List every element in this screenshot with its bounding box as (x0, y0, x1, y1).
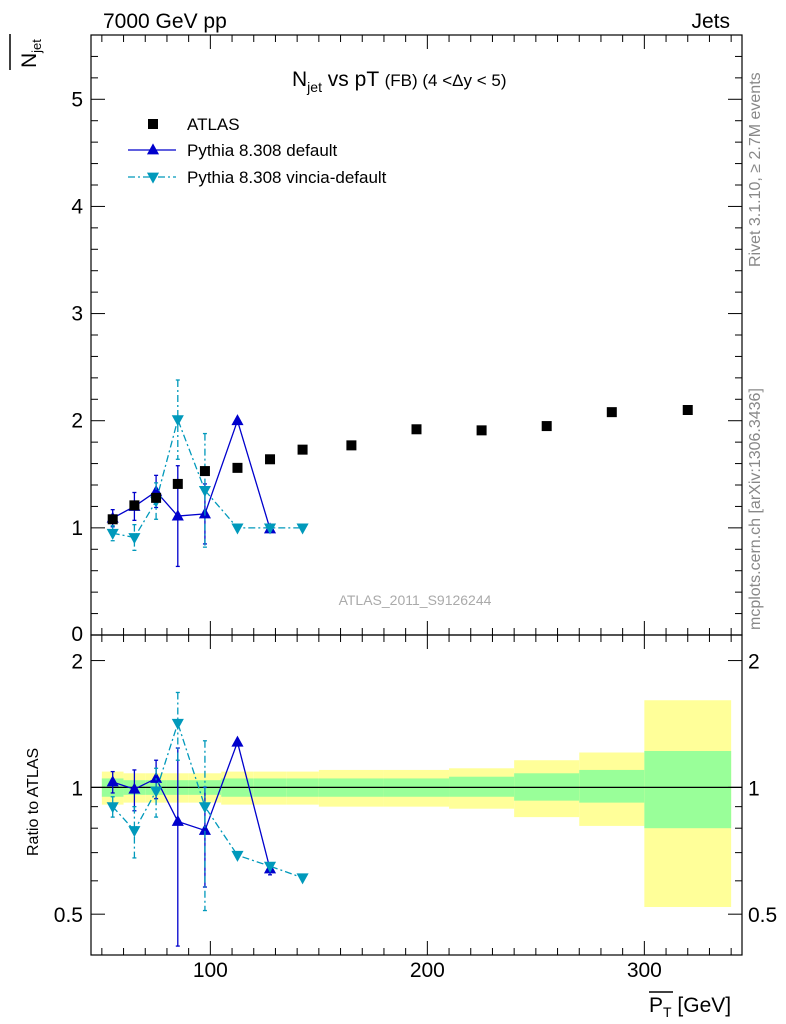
chart-title-n: N (292, 68, 307, 91)
main-atlas-point (541, 421, 552, 432)
side-text-bottom: mcplots.cern.ch [arXiv:1306.3436] (747, 388, 764, 630)
main-pythia-vincia-point (231, 523, 244, 535)
main-y-axis-label: Njet (9, 34, 44, 70)
legend-label-atlas: ATLAS (187, 115, 240, 134)
header-right: Jets (691, 10, 730, 33)
band-inner-bin (449, 776, 515, 797)
x-tick-label: 300 (627, 959, 662, 982)
x-axis-label-p: P (649, 994, 663, 1017)
x-axis-label: PT [GeV] (649, 991, 731, 1020)
svg-text:Njet: Njet (18, 39, 44, 68)
chart-title: Njet vs pT (FB) (4 <Δy < 5) (292, 68, 507, 95)
ratio-pythia-vincia-point (231, 850, 244, 862)
ratio-y-tick-label: 2 (71, 651, 83, 674)
main-pythia-vincia-point (171, 415, 184, 427)
x-axis-label-unit: [GeV] (672, 994, 732, 1017)
main-y-axis-label-n: N (18, 53, 41, 68)
ratio-pythia-vincia-point (296, 873, 309, 885)
ratio-pythia-vincia-point (106, 802, 119, 814)
main-pythia-vincia-point (296, 523, 309, 535)
chart-title-tail: (FB) (4 <Δy < 5) (385, 71, 507, 90)
ratio-pythia-default-point (198, 823, 211, 835)
main-atlas-point (606, 407, 617, 418)
main-atlas-point (129, 500, 140, 511)
main-atlas-point (411, 424, 422, 435)
main-pythia-vincia-point (198, 485, 211, 497)
legend-label-pythia-vincia: Pythia 8.308 vincia-default (187, 168, 387, 187)
header-left: 7000 GeV pp (103, 10, 227, 33)
ratio-y-tick-label-right: 1 (748, 777, 760, 800)
main-panel-frame: 1 2 3 4 5 0 (71, 34, 743, 646)
main-atlas-point (199, 466, 210, 477)
main-atlas-point (172, 478, 183, 489)
watermark: ATLAS_2011_S9126244 (339, 592, 492, 608)
main-y-tick-label: 4 (71, 195, 83, 218)
svg-text:PT [GeV]: PT [GeV] (649, 994, 731, 1020)
band-inner-bin (644, 750, 732, 829)
ratio-pythia-vincia-point (128, 826, 141, 838)
main-atlas-point (265, 454, 276, 465)
ratio-pythia-default-point (106, 775, 119, 787)
legend: ATLAS Pythia 8.308 default Pythia 8.308 vi… (128, 115, 387, 187)
main-atlas-point (107, 514, 118, 525)
ratio-y-axis-label: Ratio to ATLAS (25, 748, 42, 856)
ratio-pythia-vincia-point (263, 861, 277, 873)
band-inner-bin (579, 769, 645, 803)
ratio-pythia-default-point (171, 814, 184, 826)
ratio-panel-series (106, 691, 309, 947)
main-y-tick-label: 2 (71, 410, 83, 433)
main-atlas-point (232, 462, 243, 473)
ratio-pythia-vincia-point (171, 718, 184, 730)
main-atlas-point (151, 492, 162, 503)
ratio-y-tick-label: 1 (71, 777, 83, 800)
main-pythia-vincia-point (128, 533, 141, 545)
main-pythia-vincia-point (263, 523, 277, 535)
side-text-top: Rivet 3.1.10, ≥ 2.7M events (747, 72, 764, 267)
main-y-tick-label: 3 (71, 303, 83, 326)
ratio-panel-frame: 0.5 0.5 1 1 2 2 100 200 300 (54, 634, 777, 982)
main-atlas-point (346, 440, 357, 451)
ratio-pythia-default-line (112, 740, 271, 870)
main-y-tick-label-zero: 0 (71, 623, 83, 646)
x-tick-label: 200 (410, 959, 445, 982)
main-panel-series (106, 379, 693, 568)
ratio-pythia-default-point (150, 771, 163, 783)
main-y-tick-label: 1 (71, 517, 83, 540)
legend-pythia-vincia-marker (146, 172, 160, 184)
legend-atlas-marker (148, 119, 158, 129)
main-atlas-point (682, 405, 693, 415)
legend-pythia-default-marker (146, 143, 160, 155)
main-pythia-vincia-line (112, 417, 303, 539)
main-y-axis-label-sub: jet (29, 39, 44, 54)
chart-title-sub: jet (306, 79, 322, 95)
x-axis-label-sub: T (663, 1004, 672, 1020)
main-pythia-default-line (112, 418, 271, 530)
main-pythia-default-point (171, 509, 184, 521)
ratio-pythia-vincia-point (150, 786, 163, 798)
chart-title-mid: vs pT (322, 68, 385, 91)
main-y-tick-label: 5 (71, 88, 83, 111)
ratio-y-tick-label-right: 0.5 (748, 904, 777, 927)
ratio-pythia-default-point (128, 782, 141, 794)
ratio-pythia-default-point (231, 735, 244, 747)
main-pythia-vincia-point (106, 528, 119, 540)
ratio-y-tick-label-right: 2 (748, 651, 760, 674)
main-atlas-point (476, 425, 487, 436)
main-atlas-point (297, 444, 308, 455)
legend-label-pythia-default: Pythia 8.308 default (187, 141, 338, 160)
ratio-y-tick-label: 0.5 (54, 904, 83, 927)
ratio-pythia-vincia-point (198, 802, 211, 814)
x-tick-label: 100 (193, 959, 228, 982)
main-pythia-default-point (231, 414, 244, 426)
ratio-panel-border (90, 634, 743, 956)
ratio-uncertainty-band (101, 700, 732, 908)
